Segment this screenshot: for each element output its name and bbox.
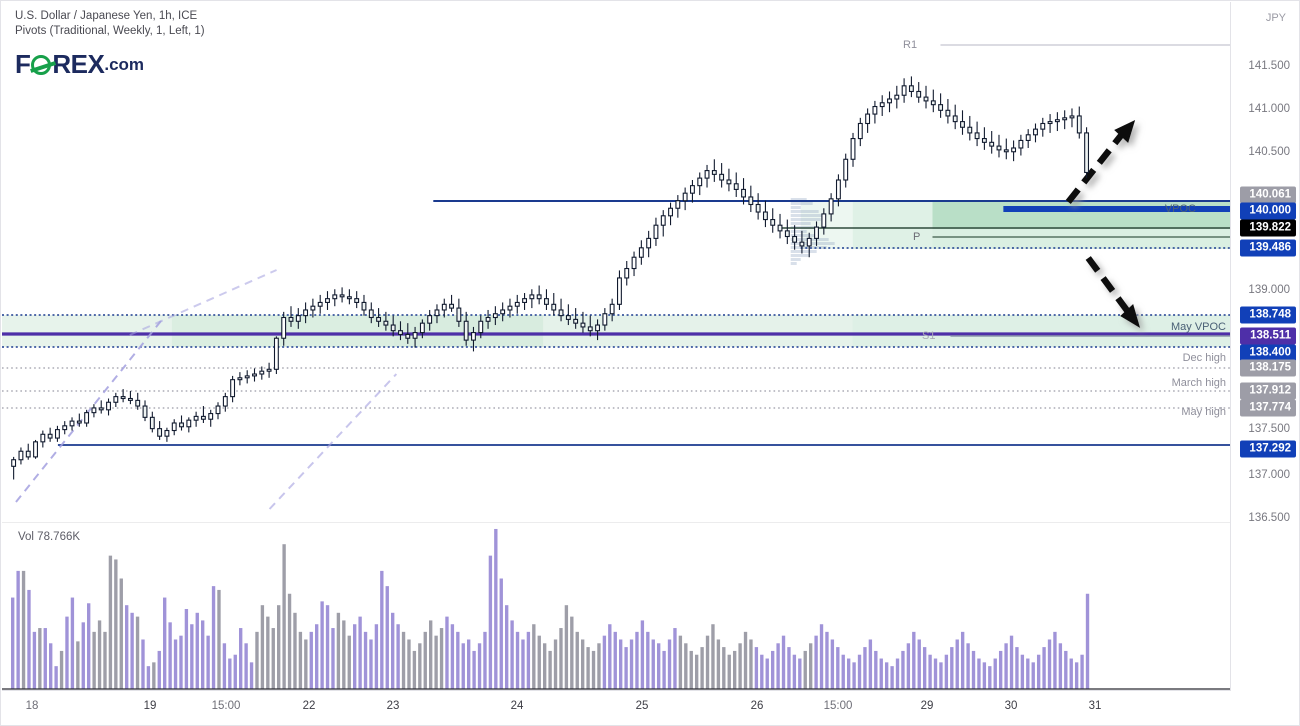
trendlines[interactable] [15,269,398,510]
brand-f: F [15,49,31,79]
price-marker[interactable]: 138.400 [1240,344,1296,362]
zone-shapes [2,202,1231,347]
price-marker[interactable]: 137.912 [1240,382,1296,400]
price-marker[interactable]: 140.061 [1240,186,1296,204]
price-tick: 141.000 [1248,103,1290,115]
volume-bars [11,528,1090,690]
price-marker[interactable]: 138.511 [1240,327,1296,345]
price-tick: 137.500 [1248,423,1290,435]
arrow-down [1085,256,1141,328]
price-marker[interactable]: 139.822 [1240,219,1296,237]
price-marker[interactable]: 139.486 [1240,239,1296,257]
annotation-arrows[interactable] [1065,120,1141,328]
chart-legend: U.S. Dollar / Japanese Yen, 1h, ICE Pivo… [15,9,205,80]
time-tick: 25 [635,700,649,712]
price-marker[interactable]: 140.000 [1240,202,1296,220]
time-tick: 15:00 [823,700,853,712]
axis-currency-label: JPY [1265,12,1286,24]
time-tick: 31 [1088,700,1102,712]
label-may-vpoc: May VPOC [1170,321,1226,333]
time-tick: 26 [750,700,764,712]
brand-dotcom: .com [104,54,145,74]
price-marker[interactable]: 138.175 [1240,359,1296,377]
forex-logo: F REX .com [15,49,205,80]
price-tick: 141.500 [1248,60,1290,72]
volume-pane[interactable]: Vol 78.766K [2,522,1231,692]
label-may-high: May high [1181,406,1226,418]
price-tick: 136.500 [1248,512,1290,524]
time-tick: 24 [510,700,524,712]
time-tick: 15:00 [211,700,241,712]
price-tick: 139.000 [1248,284,1290,296]
arrow-up [1065,120,1136,205]
time-tick: 22 [302,700,316,712]
price-marker[interactable]: 137.292 [1240,440,1296,458]
price-tick: 140.500 [1248,146,1290,158]
time-tick: 18 [25,700,39,712]
label-dec-high: Dec high [1182,352,1226,364]
label-march-high: March high [1171,377,1226,389]
time-tick: 29 [920,700,934,712]
price-marker[interactable]: 137.774 [1240,399,1296,417]
brand-rex: REX [52,49,105,79]
study-title: Pivots (Traditional, Weekly, 1, Left, 1) [15,25,205,37]
time-tick: 23 [386,700,400,712]
price-pane[interactable]: R1 VPOC P May VPOC S1 Dec high March hig… [2,2,1231,520]
volume-plot-layer [2,528,1231,690]
time-axis[interactable]: 18 19 15:00 22 23 24 25 26 15:00 29 30 31 [2,690,1231,724]
label-p: P [913,231,921,243]
label-s1: S1 [922,330,936,342]
time-tick: 30 [1004,700,1018,712]
price-tick: 137.000 [1248,469,1290,481]
brand-o-icon [31,54,52,75]
label-r1: R1 [903,39,918,51]
price-axis[interactable]: JPY 141.500 141.000 140.500 139.000 137.500 1… [1230,2,1298,690]
reference-lines [2,44,1231,446]
price-plot-layer [2,44,1231,510]
candlestick-series [11,76,1090,480]
label-vpoc: VPOC [1164,203,1196,215]
volume-legend: Vol 78.766K [18,531,81,543]
instrument-title: U.S. Dollar / Japanese Yen, 1h, ICE [15,10,198,22]
time-tick: 19 [143,700,157,712]
price-marker[interactable]: 138.748 [1240,306,1296,324]
